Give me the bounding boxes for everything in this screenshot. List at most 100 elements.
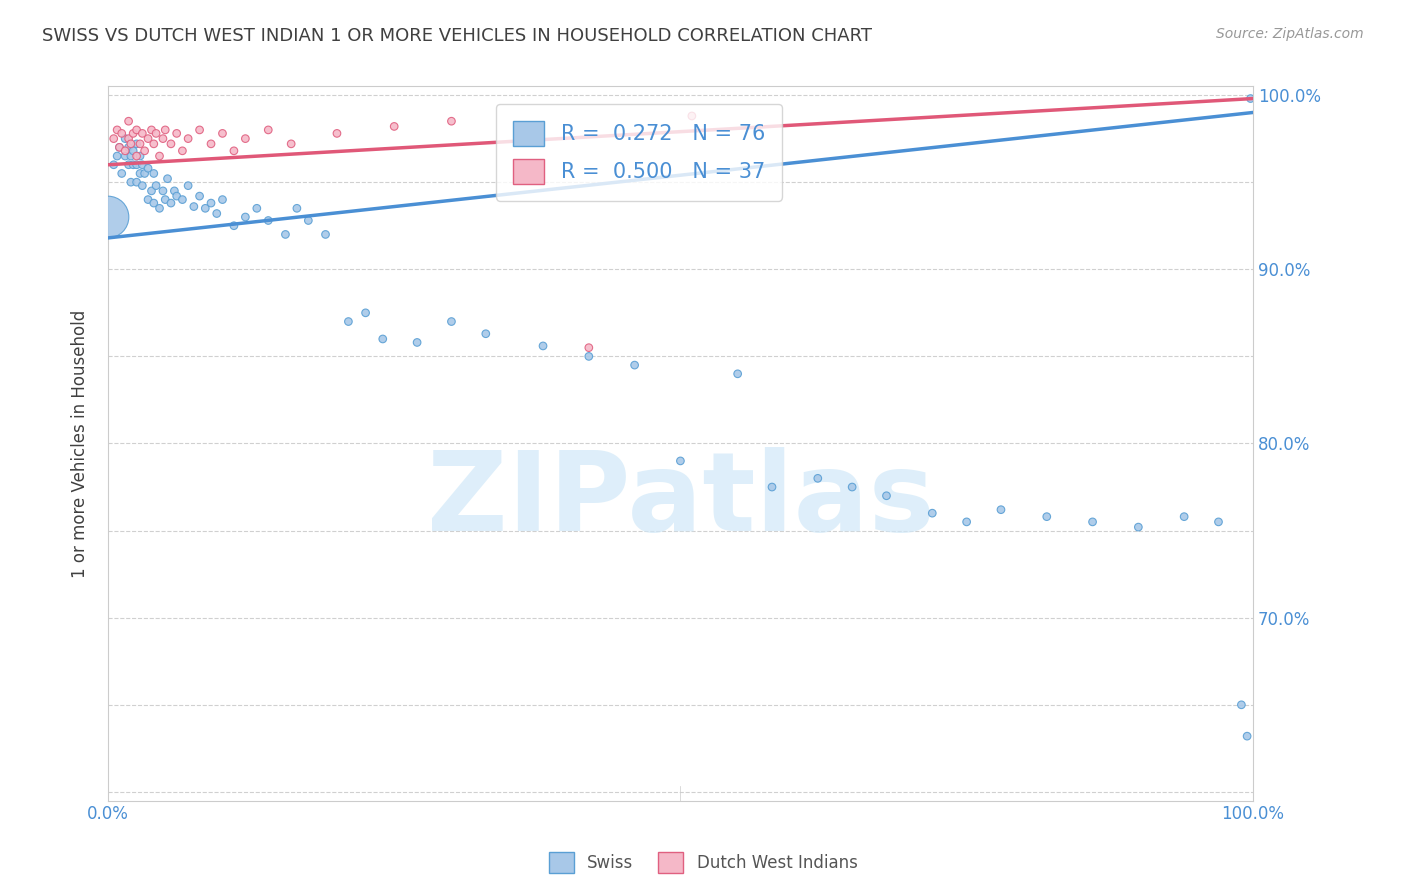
Text: ZIPatlas: ZIPatlas bbox=[426, 447, 935, 554]
Point bbox=[142, 166, 165, 180]
Point bbox=[1081, 515, 1104, 529]
Point bbox=[122, 144, 145, 158]
Point bbox=[681, 109, 703, 123]
Point bbox=[142, 136, 165, 151]
Point bbox=[131, 178, 153, 193]
Point bbox=[105, 123, 128, 137]
Point bbox=[761, 480, 783, 494]
Point bbox=[1239, 91, 1261, 105]
Point bbox=[172, 144, 194, 158]
Point bbox=[125, 149, 148, 163]
Text: Source: ZipAtlas.com: Source: ZipAtlas.com bbox=[1216, 27, 1364, 41]
Point bbox=[188, 123, 211, 137]
Point bbox=[122, 158, 145, 172]
Point bbox=[129, 166, 152, 180]
Point bbox=[177, 131, 200, 145]
Point bbox=[1128, 520, 1150, 534]
Point bbox=[160, 196, 183, 211]
Point bbox=[134, 166, 156, 180]
Point bbox=[125, 175, 148, 189]
Point bbox=[1173, 509, 1195, 524]
Point bbox=[315, 227, 337, 242]
Point bbox=[222, 144, 245, 158]
Point bbox=[1208, 515, 1230, 529]
Point bbox=[440, 114, 463, 128]
Point bbox=[382, 120, 405, 134]
Point bbox=[235, 131, 257, 145]
Point bbox=[669, 454, 692, 468]
Point bbox=[117, 131, 139, 145]
Point bbox=[136, 161, 159, 176]
Point bbox=[125, 158, 148, 172]
Point bbox=[155, 193, 177, 207]
Point bbox=[274, 227, 297, 242]
Point bbox=[141, 123, 163, 137]
Y-axis label: 1 or more Vehicles in Household: 1 or more Vehicles in Household bbox=[72, 310, 89, 578]
Point bbox=[257, 213, 280, 227]
Point bbox=[807, 471, 830, 485]
Point bbox=[1230, 698, 1253, 712]
Point bbox=[326, 127, 349, 141]
Point bbox=[440, 314, 463, 328]
Point bbox=[531, 339, 554, 353]
Point bbox=[188, 189, 211, 203]
Point bbox=[727, 367, 749, 381]
Point bbox=[172, 193, 194, 207]
Point bbox=[194, 202, 217, 216]
Point bbox=[1035, 509, 1057, 524]
Point bbox=[134, 144, 156, 158]
Point bbox=[141, 184, 163, 198]
Point bbox=[129, 149, 152, 163]
Point bbox=[114, 131, 136, 145]
Point bbox=[371, 332, 394, 346]
Point bbox=[280, 136, 302, 151]
Point bbox=[117, 140, 139, 154]
Point bbox=[111, 166, 134, 180]
Point bbox=[956, 515, 979, 529]
Point bbox=[131, 127, 153, 141]
Point bbox=[145, 127, 167, 141]
Point bbox=[235, 210, 257, 224]
Point bbox=[921, 506, 943, 520]
Text: SWISS VS DUTCH WEST INDIAN 1 OR MORE VEHICLES IN HOUSEHOLD CORRELATION CHART: SWISS VS DUTCH WEST INDIAN 1 OR MORE VEH… bbox=[42, 27, 872, 45]
Point bbox=[841, 480, 863, 494]
Point bbox=[103, 158, 125, 172]
Point bbox=[183, 200, 205, 214]
Point bbox=[876, 489, 898, 503]
Point bbox=[222, 219, 245, 233]
Point bbox=[246, 202, 269, 216]
Point bbox=[623, 358, 645, 372]
Point bbox=[125, 123, 148, 137]
Point bbox=[205, 206, 228, 220]
Point bbox=[142, 196, 165, 211]
Point bbox=[152, 184, 174, 198]
Point bbox=[297, 213, 319, 227]
Point bbox=[578, 341, 600, 355]
Legend: R =  0.272   N = 76, R =  0.500   N = 37: R = 0.272 N = 76, R = 0.500 N = 37 bbox=[496, 104, 782, 201]
Point bbox=[163, 184, 186, 198]
Point bbox=[354, 306, 377, 320]
Point bbox=[166, 189, 188, 203]
Point bbox=[406, 335, 429, 350]
Point bbox=[117, 158, 139, 172]
Point bbox=[108, 140, 131, 154]
Point bbox=[120, 136, 142, 151]
Point bbox=[114, 144, 136, 158]
Point bbox=[125, 136, 148, 151]
Point bbox=[990, 502, 1012, 516]
Point bbox=[156, 171, 179, 186]
Point bbox=[1236, 729, 1258, 743]
Point bbox=[152, 131, 174, 145]
Point bbox=[111, 127, 134, 141]
Point bbox=[136, 131, 159, 145]
Point bbox=[114, 149, 136, 163]
Point bbox=[131, 158, 153, 172]
Point bbox=[177, 178, 200, 193]
Point bbox=[108, 140, 131, 154]
Point bbox=[257, 123, 280, 137]
Point bbox=[211, 127, 233, 141]
Point bbox=[475, 326, 498, 341]
Point bbox=[155, 123, 177, 137]
Legend: Swiss, Dutch West Indians: Swiss, Dutch West Indians bbox=[541, 846, 865, 880]
Point bbox=[578, 350, 600, 364]
